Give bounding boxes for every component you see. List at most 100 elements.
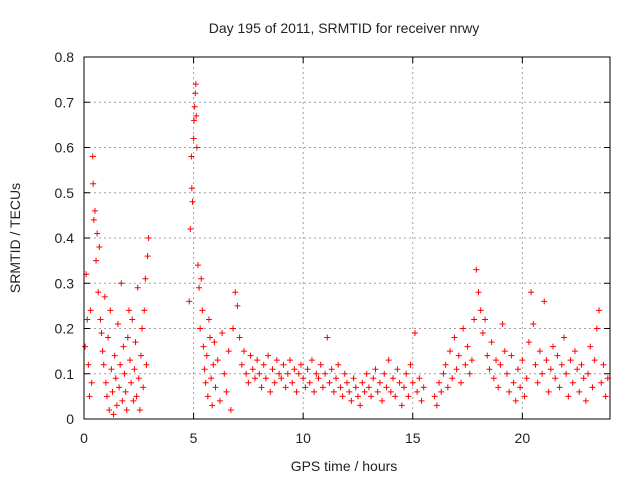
data-point bbox=[109, 388, 116, 395]
y-tick-label: 0.3 bbox=[55, 275, 75, 291]
data-point bbox=[501, 348, 508, 355]
data-point bbox=[431, 393, 438, 400]
data-point bbox=[475, 289, 482, 296]
data-point bbox=[106, 406, 113, 413]
y-tick-label: 0.1 bbox=[55, 366, 75, 382]
data-point bbox=[291, 366, 298, 373]
data-point bbox=[287, 357, 294, 364]
data-point bbox=[530, 320, 537, 327]
data-point bbox=[479, 330, 486, 337]
data-point bbox=[569, 379, 576, 386]
data-point bbox=[131, 366, 138, 373]
data-point bbox=[379, 397, 386, 404]
data-point bbox=[199, 307, 206, 314]
data-point bbox=[468, 357, 475, 364]
data-point bbox=[267, 388, 274, 395]
data-point bbox=[232, 289, 239, 296]
data-point bbox=[205, 316, 212, 323]
data-point bbox=[328, 366, 335, 373]
data-point bbox=[315, 375, 322, 382]
data-point bbox=[394, 366, 401, 373]
data-point bbox=[374, 388, 381, 395]
data-point bbox=[396, 379, 403, 386]
data-point bbox=[121, 370, 128, 377]
data-point bbox=[247, 352, 254, 359]
data-point bbox=[503, 370, 510, 377]
y-tick-label: 0.5 bbox=[55, 185, 75, 201]
data-point bbox=[112, 375, 119, 382]
data-point bbox=[484, 352, 491, 359]
data-point bbox=[104, 393, 111, 400]
data-point bbox=[110, 411, 117, 418]
data-point bbox=[209, 402, 216, 409]
data-point bbox=[385, 357, 392, 364]
x-tick-label: 10 bbox=[295, 430, 311, 446]
data-point bbox=[341, 370, 348, 377]
data-point bbox=[284, 370, 291, 377]
data-point bbox=[128, 379, 135, 386]
data-point bbox=[556, 384, 563, 391]
data-point bbox=[120, 343, 127, 350]
data-point bbox=[100, 361, 107, 368]
data-point bbox=[436, 379, 443, 386]
data-point bbox=[142, 275, 149, 282]
data-point bbox=[271, 379, 278, 386]
data-point bbox=[506, 388, 513, 395]
data-point bbox=[335, 361, 342, 368]
data-point bbox=[221, 370, 228, 377]
data-point bbox=[420, 384, 427, 391]
data-point bbox=[108, 366, 115, 373]
data-point bbox=[322, 370, 329, 377]
data-point bbox=[90, 216, 97, 223]
data-point bbox=[414, 388, 421, 395]
data-point bbox=[376, 379, 383, 386]
data-point bbox=[141, 307, 148, 314]
data-point bbox=[547, 366, 554, 373]
data-point bbox=[202, 379, 209, 386]
data-point bbox=[91, 207, 98, 214]
data-point bbox=[462, 361, 469, 368]
data-point bbox=[265, 352, 272, 359]
data-point bbox=[381, 370, 388, 377]
data-point bbox=[361, 388, 368, 395]
data-point bbox=[276, 370, 283, 377]
data-point bbox=[99, 348, 106, 355]
x-tick-label: 0 bbox=[80, 430, 88, 446]
data-point bbox=[368, 393, 375, 400]
data-point bbox=[457, 379, 464, 386]
data-point bbox=[510, 379, 517, 386]
data-point bbox=[196, 284, 203, 291]
data-point bbox=[269, 366, 276, 373]
data-point bbox=[88, 379, 95, 386]
data-point bbox=[203, 352, 210, 359]
data-point bbox=[194, 262, 201, 269]
chart-title: Day 195 of 2011, SRMTID for receiver nrw… bbox=[209, 20, 480, 36]
data-point bbox=[230, 325, 237, 332]
data-point bbox=[593, 325, 600, 332]
data-point bbox=[536, 348, 543, 355]
data-point bbox=[387, 388, 394, 395]
data-point bbox=[191, 117, 198, 124]
data-point bbox=[96, 244, 103, 251]
data-point bbox=[98, 330, 105, 337]
y-tick-label: 0.6 bbox=[55, 140, 75, 156]
data-point bbox=[344, 379, 350, 386]
data-point bbox=[383, 384, 390, 391]
data-point bbox=[554, 352, 561, 359]
data-point bbox=[249, 366, 256, 373]
data-point bbox=[490, 375, 497, 382]
data-point bbox=[466, 370, 473, 377]
data-point bbox=[94, 230, 101, 237]
data-point bbox=[191, 103, 198, 110]
data-point bbox=[201, 366, 208, 373]
data-point bbox=[82, 343, 89, 350]
data-point bbox=[346, 388, 353, 395]
data-point bbox=[442, 361, 449, 368]
data-point bbox=[495, 384, 502, 391]
data-point bbox=[243, 370, 250, 377]
data-point bbox=[251, 375, 258, 382]
data-point bbox=[359, 379, 366, 386]
data-point bbox=[390, 375, 397, 382]
data-point bbox=[144, 253, 151, 260]
data-point bbox=[464, 343, 471, 350]
